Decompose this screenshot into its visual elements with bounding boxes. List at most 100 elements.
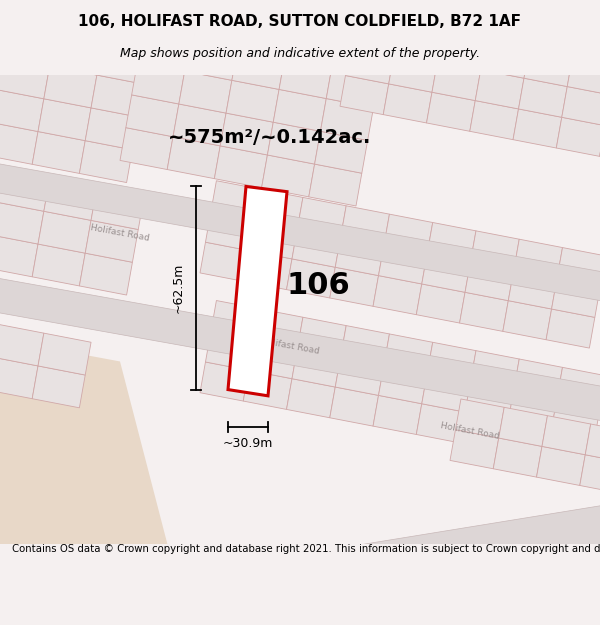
Polygon shape <box>185 38 238 81</box>
Polygon shape <box>91 188 144 229</box>
Polygon shape <box>137 29 191 71</box>
Polygon shape <box>557 248 600 287</box>
Polygon shape <box>220 113 273 155</box>
Polygon shape <box>384 334 433 373</box>
Polygon shape <box>580 455 600 494</box>
Polygon shape <box>131 62 185 104</box>
Polygon shape <box>32 244 85 286</box>
Polygon shape <box>273 89 326 131</box>
Polygon shape <box>562 86 600 126</box>
Polygon shape <box>330 268 379 306</box>
Polygon shape <box>179 71 232 113</box>
Polygon shape <box>335 236 384 276</box>
Polygon shape <box>200 362 249 401</box>
Polygon shape <box>2 24 56 66</box>
Polygon shape <box>513 109 562 148</box>
Polygon shape <box>38 99 91 141</box>
Polygon shape <box>585 424 600 463</box>
Text: ~62.5m: ~62.5m <box>172 263 185 313</box>
Polygon shape <box>228 186 287 396</box>
Polygon shape <box>0 357 38 399</box>
Polygon shape <box>481 39 529 78</box>
Polygon shape <box>470 101 518 139</box>
Polygon shape <box>493 438 542 477</box>
Polygon shape <box>427 342 476 381</box>
Polygon shape <box>379 245 427 284</box>
Polygon shape <box>314 131 368 173</box>
Polygon shape <box>341 206 389 245</box>
Polygon shape <box>268 122 320 164</box>
Polygon shape <box>211 181 260 220</box>
Polygon shape <box>427 222 476 262</box>
Polygon shape <box>126 95 179 137</box>
Polygon shape <box>120 127 173 169</box>
Polygon shape <box>0 324 44 366</box>
Polygon shape <box>262 155 314 197</box>
Polygon shape <box>394 22 443 61</box>
Polygon shape <box>450 430 499 469</box>
Polygon shape <box>0 161 600 304</box>
Polygon shape <box>379 364 427 404</box>
Polygon shape <box>85 108 138 150</box>
Polygon shape <box>503 301 551 340</box>
Polygon shape <box>287 259 335 298</box>
Polygon shape <box>167 137 220 179</box>
Polygon shape <box>298 198 346 236</box>
Polygon shape <box>44 66 97 108</box>
Polygon shape <box>556 118 600 156</box>
Polygon shape <box>32 131 85 173</box>
Polygon shape <box>254 309 303 348</box>
Polygon shape <box>243 251 292 289</box>
Polygon shape <box>254 189 303 228</box>
Polygon shape <box>0 202 44 244</box>
Text: ~575m²/~0.142ac.: ~575m²/~0.142ac. <box>169 128 371 147</box>
Polygon shape <box>38 333 91 375</box>
Polygon shape <box>326 66 379 108</box>
Polygon shape <box>340 76 389 114</box>
Polygon shape <box>373 396 422 434</box>
Text: Contains OS data © Crown copyright and database right 2021. This information is : Contains OS data © Crown copyright and d… <box>12 544 600 554</box>
Polygon shape <box>536 446 585 486</box>
Polygon shape <box>205 331 254 371</box>
Polygon shape <box>557 368 600 406</box>
Polygon shape <box>422 253 470 292</box>
Polygon shape <box>330 387 379 426</box>
Polygon shape <box>298 318 346 356</box>
Polygon shape <box>460 412 508 451</box>
Polygon shape <box>416 404 465 443</box>
Polygon shape <box>508 390 557 429</box>
Polygon shape <box>427 92 475 131</box>
Polygon shape <box>551 278 600 318</box>
Polygon shape <box>0 336 170 554</box>
Polygon shape <box>0 169 50 211</box>
Polygon shape <box>524 48 573 86</box>
Polygon shape <box>383 84 432 123</box>
Polygon shape <box>85 221 138 262</box>
Polygon shape <box>351 14 400 53</box>
Polygon shape <box>422 373 470 412</box>
Polygon shape <box>465 262 514 301</box>
Text: 106: 106 <box>286 271 350 300</box>
Polygon shape <box>44 179 97 221</box>
Polygon shape <box>0 89 44 131</box>
Polygon shape <box>518 78 567 118</box>
Polygon shape <box>287 379 335 418</box>
Polygon shape <box>309 164 362 206</box>
Polygon shape <box>292 348 341 387</box>
Polygon shape <box>455 399 504 438</box>
Polygon shape <box>432 61 481 101</box>
Polygon shape <box>416 284 465 323</box>
Text: Holifast Road: Holifast Road <box>440 421 500 441</box>
Polygon shape <box>470 231 519 270</box>
Polygon shape <box>205 211 254 251</box>
Polygon shape <box>232 48 285 89</box>
Polygon shape <box>0 235 38 277</box>
Polygon shape <box>211 301 260 339</box>
Polygon shape <box>503 421 551 459</box>
Polygon shape <box>50 33 103 75</box>
Polygon shape <box>514 359 563 398</box>
Polygon shape <box>389 53 437 92</box>
Polygon shape <box>514 239 563 278</box>
Polygon shape <box>475 70 524 109</box>
Text: 106, HOLIFAST ROAD, SUTTON COLDFIELD, B72 1AF: 106, HOLIFAST ROAD, SUTTON COLDFIELD, B7… <box>79 14 521 29</box>
